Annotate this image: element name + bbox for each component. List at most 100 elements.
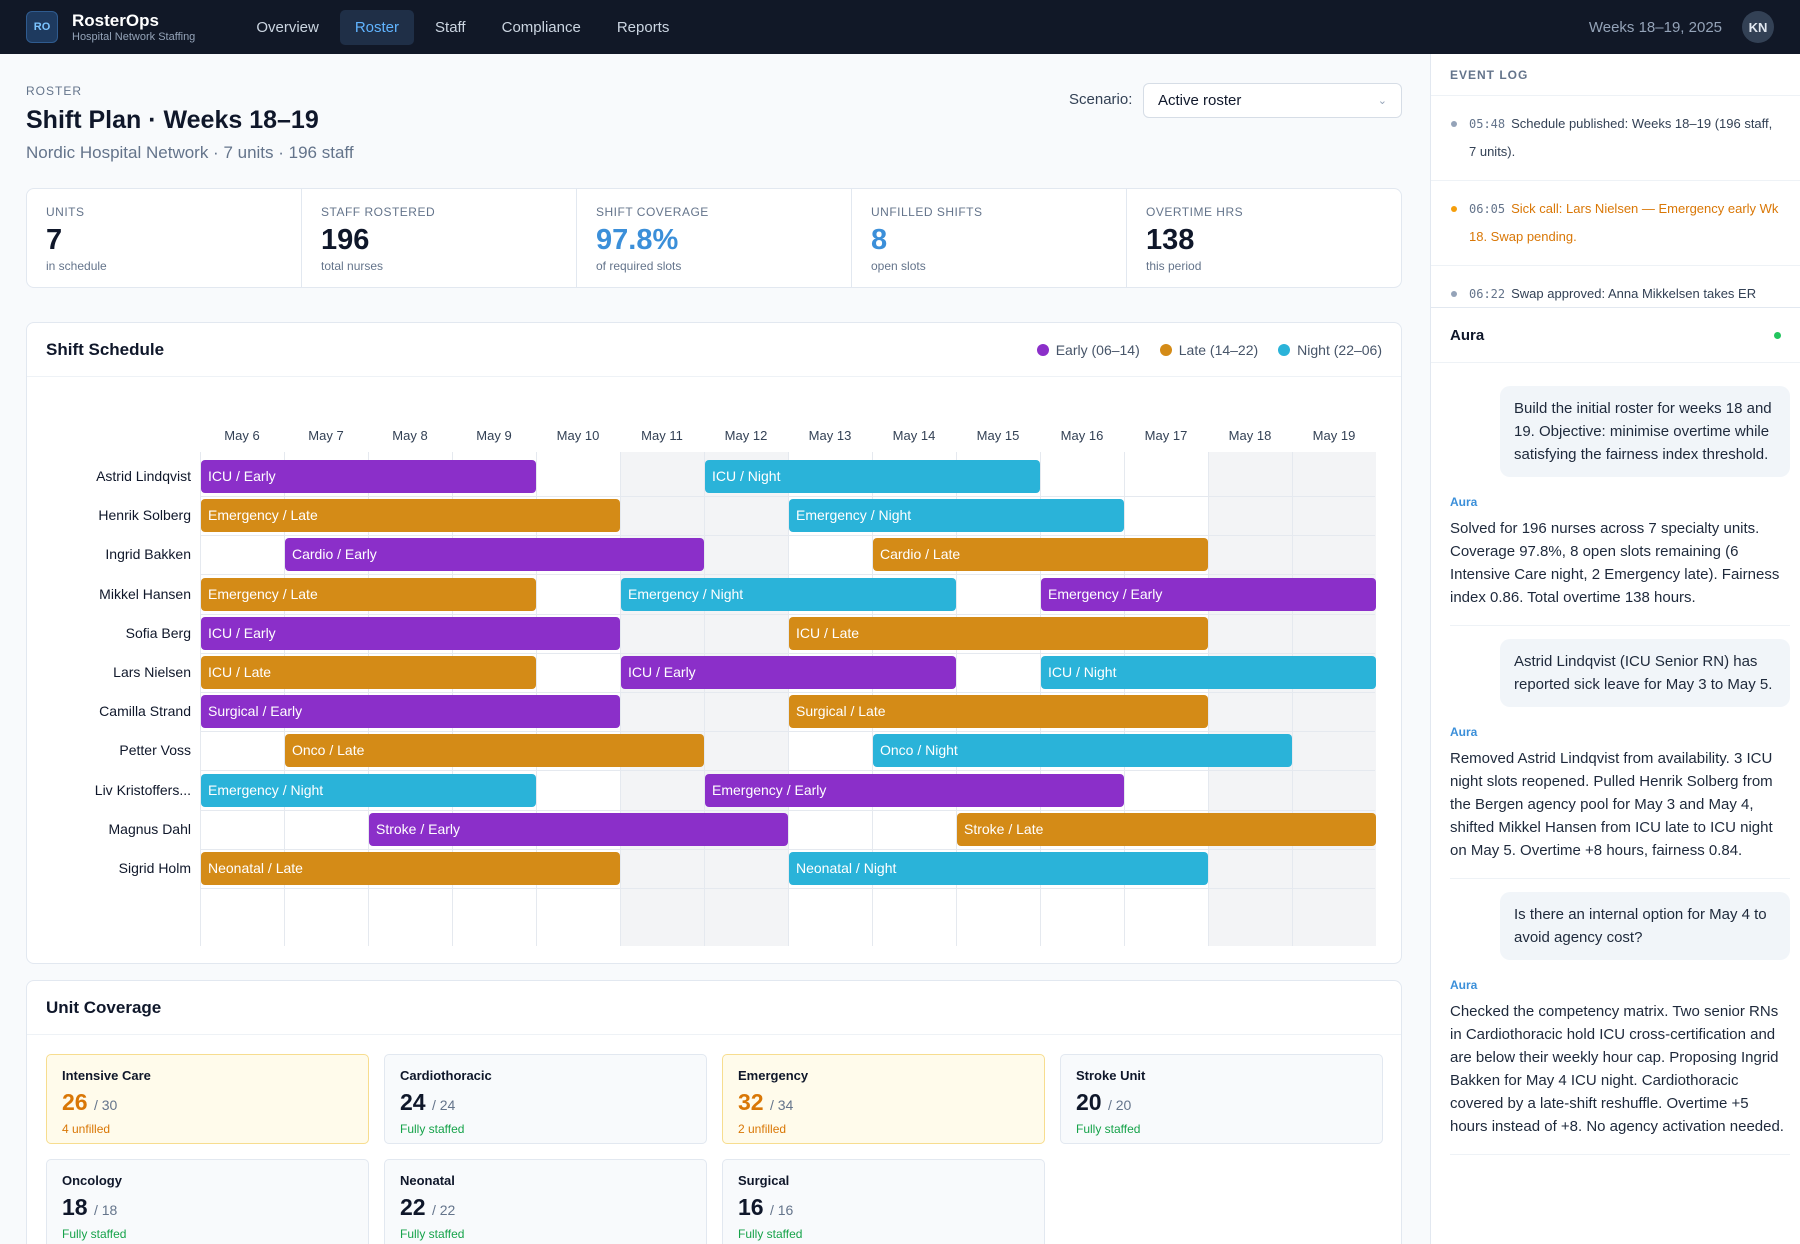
assistant-text: Solved for 196 nurses across 7 specialty… xyxy=(1450,520,1780,606)
shift-bar[interactable]: Emergency / Early xyxy=(705,773,1124,807)
shift-bar[interactable]: ICU / Early xyxy=(621,656,956,689)
shift-bar[interactable]: Cardio / Early xyxy=(285,538,704,572)
unit-card[interactable]: Cardiothoracic 24 / 24 Fully staffed xyxy=(384,1054,707,1144)
day-label: May 15 xyxy=(976,428,1020,443)
row-divider xyxy=(200,574,1375,576)
assistant-name: Aura xyxy=(1450,725,1478,739)
shift-bar[interactable]: Neonatal / Night xyxy=(789,852,1208,885)
shift-bar[interactable]: Emergency / Night xyxy=(201,773,536,807)
day-label: May 13 xyxy=(808,428,852,443)
unit-total: / 18 xyxy=(93,1202,118,1218)
unit-coverage-header: Unit Coverage xyxy=(27,981,1401,1035)
shift-bar[interactable]: Onco / Late xyxy=(285,734,704,768)
nav-tab-overview[interactable]: Overview xyxy=(256,18,319,36)
shift-bar[interactable]: ICU / Night xyxy=(1041,656,1376,689)
kpi-value: 7 xyxy=(46,224,63,256)
shift-bar[interactable]: Neonatal / Late xyxy=(201,852,620,885)
row-divider xyxy=(200,848,1375,850)
unit-card[interactable]: Neonatal 22 / 22 Fully staffed xyxy=(384,1159,707,1244)
unit-name: Intensive Care xyxy=(62,1068,151,1083)
nav-tab-compliance[interactable]: Compliance xyxy=(501,18,581,36)
shift-bar[interactable]: Surgical / Early xyxy=(201,695,620,729)
unit-total: / 30 xyxy=(93,1097,118,1113)
log-entry: 06:22 Swap approved: Anna Mikkelsen takes… xyxy=(1431,266,1800,307)
shift-bar[interactable]: Emergency / Late xyxy=(201,577,536,611)
nav-tabs: Overview Roster Staff Compliance Reports xyxy=(241,9,684,45)
scenario-value: Active roster xyxy=(1158,92,1242,109)
day-label: May 16 xyxy=(1060,428,1104,443)
shift-bar[interactable]: Onco / Night xyxy=(873,734,1292,768)
unit-name: Stroke Unit xyxy=(1076,1068,1146,1083)
shift-bar[interactable]: ICU / Early xyxy=(201,460,536,493)
unit-name: Oncology xyxy=(62,1173,122,1188)
shift-bar[interactable]: Emergency / Night xyxy=(621,577,956,611)
shift-bar[interactable]: Cardio / Late xyxy=(873,538,1208,572)
kpi-label: STAFF ROSTERED xyxy=(321,205,436,219)
unit-total: / 16 xyxy=(769,1202,794,1218)
page-title: Shift Plan · Weeks 18–19 xyxy=(26,106,319,134)
gantt-chart: May 6 May 7 May 8 May 9 May 10 May 11 May 12 Ma… xyxy=(27,378,1401,968)
shift-bar[interactable]: Surgical / Late xyxy=(789,695,1208,729)
unit-status: 4 unfilled xyxy=(62,1122,111,1136)
main-content: ROSTER Shift Plan · Weeks 18–19 Nordic H… xyxy=(0,54,1430,1244)
kpi-value: 97.8% xyxy=(596,224,679,256)
shift-bar[interactable]: ICU / Late xyxy=(201,656,536,689)
shift-bar[interactable]: Emergency / Night xyxy=(789,499,1124,533)
shift-bar[interactable]: ICU / Late xyxy=(789,616,1208,650)
day-column xyxy=(788,452,872,946)
unit-card[interactable]: Emergency 32 / 34 2 unfilled xyxy=(722,1054,1045,1144)
assistant-name: Aura xyxy=(1450,978,1478,992)
unit-status: Fully staffed xyxy=(1076,1122,1141,1136)
log-entry: 06:05 Sick call: Lars Nielsen — Emergency… xyxy=(1431,181,1800,266)
chat-header: Aura xyxy=(1431,307,1800,363)
nav-tab-roster[interactable]: Roster xyxy=(339,9,415,45)
day-label: May 12 xyxy=(724,428,768,443)
day-column xyxy=(620,452,704,946)
scenario-select[interactable]: Active roster ⌄ xyxy=(1143,83,1402,118)
kpi-label: OVERTIME HRS xyxy=(1146,205,1244,219)
kpi-label: UNITS xyxy=(46,205,85,219)
chat-body[interactable]: Build the initial roster for weeks 18 an… xyxy=(1431,363,1800,1155)
event-log-list[interactable]: 05:48 Schedule published: Weeks 18–19 (19… xyxy=(1431,96,1800,307)
kpi-row: UNITS 7 in schedule STAFF ROSTERED 196 total … xyxy=(26,188,1402,288)
shift-bar[interactable]: ICU / Early xyxy=(201,616,620,650)
unit-name: Neonatal xyxy=(400,1173,455,1188)
shift-bar[interactable]: Stroke / Early xyxy=(369,812,788,846)
row-divider xyxy=(200,535,1375,537)
day-column xyxy=(1208,452,1292,946)
day-label: May 8 xyxy=(392,428,428,443)
unit-staffed: 18 xyxy=(62,1194,88,1220)
status-dot-icon xyxy=(1451,291,1457,297)
shift-bar[interactable]: ICU / Night xyxy=(705,460,1040,493)
legend-item: Early (06–14) xyxy=(1036,342,1140,358)
top-nav: RO RosterOps Hospital Network Staffing O… xyxy=(0,0,1800,54)
nav-tab-reports[interactable]: Reports xyxy=(616,18,670,36)
right-sidebar: EVENT LOG 05:48 Schedule published: Weeks… xyxy=(1430,54,1800,1244)
shift-bar[interactable]: Emergency / Early xyxy=(1041,577,1376,611)
unit-card[interactable]: Stroke Unit 20 / 20 Fully staffed xyxy=(1060,1054,1383,1144)
kpi-sub: in schedule xyxy=(46,259,107,273)
unit-total: / 34 xyxy=(769,1097,794,1113)
unit-name: Emergency xyxy=(738,1068,809,1083)
legend-item: Night (22–06) xyxy=(1278,342,1382,358)
assistant-name: Aura xyxy=(1450,495,1478,509)
unit-name: Surgical xyxy=(738,1173,790,1188)
shift-bar[interactable]: Stroke / Late xyxy=(957,812,1376,846)
period-label: Weeks 18–19, 2025 xyxy=(1588,18,1722,36)
unit-card[interactable]: Intensive Care 26 / 30 4 unfilled xyxy=(46,1054,369,1144)
row-divider xyxy=(200,613,1375,615)
unit-card[interactable]: Oncology 18 / 18 Fully staffed xyxy=(46,1159,369,1244)
nav-tab-staff[interactable]: Staff xyxy=(435,18,466,36)
staff-name: Henrik Solberg xyxy=(98,507,191,524)
kpi-sub: total nurses xyxy=(321,259,384,273)
unit-card[interactable]: Surgical 16 / 16 Fully staffed xyxy=(722,1159,1045,1244)
unit-staffed: 16 xyxy=(738,1194,764,1220)
staff-name: Lars Nielsen xyxy=(113,664,191,680)
staff-name: Camilla Strand xyxy=(99,703,191,720)
app-logo[interactable]: RO xyxy=(26,11,58,43)
log-entry: 05:48 Schedule published: Weeks 18–19 (19… xyxy=(1431,96,1800,181)
kpi-card: OVERTIME HRS 138 this period xyxy=(1127,189,1401,287)
shift-bar[interactable]: Emergency / Late xyxy=(201,499,620,533)
user-avatar[interactable]: KN xyxy=(1742,11,1774,43)
unit-staffed: 22 xyxy=(400,1194,426,1220)
